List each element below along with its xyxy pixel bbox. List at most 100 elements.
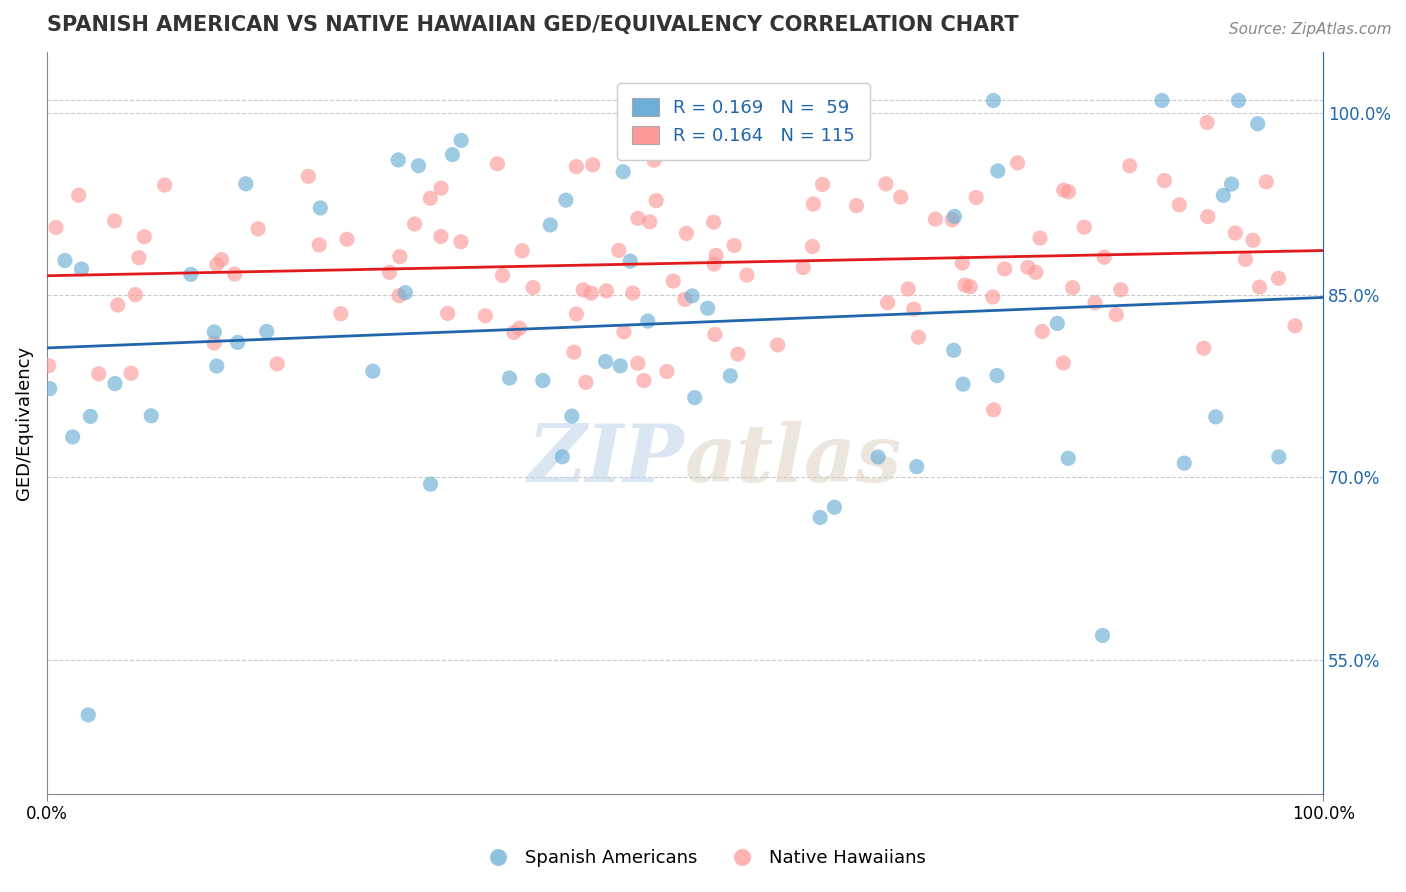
Point: [53, 253, 76, 268]
Point: [38, 359, 60, 373]
Point: [613, 325, 636, 339]
Point: [875, 177, 897, 191]
Point: [987, 164, 1010, 178]
Point: [419, 191, 441, 205]
Point: [824, 500, 846, 515]
Point: [1053, 183, 1076, 197]
Point: [436, 306, 458, 320]
Point: [1205, 409, 1227, 424]
Point: [1247, 117, 1270, 131]
Point: [965, 190, 987, 204]
Point: [450, 133, 472, 147]
Point: [522, 280, 544, 294]
Point: [562, 345, 585, 359]
Point: [266, 357, 288, 371]
Point: [983, 94, 1005, 108]
Point: [378, 265, 401, 279]
Point: [595, 354, 617, 368]
Point: [224, 267, 246, 281]
Point: [673, 293, 696, 307]
Point: [675, 227, 697, 241]
Point: [79, 409, 101, 424]
Point: [981, 290, 1004, 304]
Point: [662, 274, 685, 288]
Point: [554, 193, 576, 207]
Point: [582, 158, 605, 172]
Point: [1197, 115, 1219, 129]
Point: [297, 169, 319, 184]
Point: [907, 330, 929, 344]
Point: [538, 218, 561, 232]
Point: [953, 278, 976, 293]
Point: [387, 153, 409, 167]
Point: [655, 364, 678, 378]
Point: [336, 232, 359, 246]
Point: [612, 165, 634, 179]
Point: [1241, 233, 1264, 247]
Point: [67, 188, 90, 202]
Point: [633, 374, 655, 388]
Point: [1284, 318, 1306, 333]
Point: [643, 153, 665, 168]
Point: [1268, 450, 1291, 464]
Text: atlas: atlas: [685, 421, 903, 499]
Point: [1105, 308, 1128, 322]
Point: [905, 459, 928, 474]
Point: [430, 229, 453, 244]
Point: [180, 268, 202, 282]
Point: [727, 347, 749, 361]
Point: [87, 367, 110, 381]
Point: [903, 302, 925, 317]
Point: [704, 248, 727, 262]
Point: [1256, 175, 1278, 189]
Point: [994, 261, 1017, 276]
Point: [45, 220, 67, 235]
Point: [474, 309, 496, 323]
Point: [565, 160, 588, 174]
Point: [718, 368, 741, 383]
Point: [502, 326, 524, 340]
Point: [1062, 281, 1084, 295]
Point: [801, 239, 824, 253]
Point: [792, 260, 814, 275]
Point: [1029, 231, 1052, 245]
Point: [394, 285, 416, 300]
Point: [388, 289, 411, 303]
Point: [430, 181, 453, 195]
Point: [408, 159, 430, 173]
Point: [876, 295, 898, 310]
Point: [450, 235, 472, 249]
Point: [1249, 280, 1271, 294]
Point: [441, 147, 464, 161]
Point: [890, 190, 912, 204]
Point: [623, 107, 645, 121]
Point: [1109, 283, 1132, 297]
Point: [766, 338, 789, 352]
Point: [107, 298, 129, 312]
Point: [1192, 341, 1215, 355]
Legend: R = 0.169   N =  59, R = 0.164   N = 115: R = 0.169 N = 59, R = 0.164 N = 115: [617, 83, 870, 160]
Point: [1057, 451, 1080, 466]
Point: [897, 282, 920, 296]
Point: [942, 343, 965, 358]
Point: [1150, 94, 1173, 108]
Point: [1017, 260, 1039, 275]
Point: [153, 178, 176, 192]
Point: [1092, 250, 1115, 264]
Point: [388, 250, 411, 264]
Point: [1118, 159, 1140, 173]
Point: [683, 391, 706, 405]
Point: [104, 214, 127, 228]
Point: [943, 210, 966, 224]
Text: SPANISH AMERICAN VS NATIVE HAWAIIAN GED/EQUIVALENCY CORRELATION CHART: SPANISH AMERICAN VS NATIVE HAWAIIAN GED/…: [46, 15, 1018, 35]
Point: [1073, 220, 1095, 235]
Point: [786, 127, 808, 141]
Point: [941, 212, 963, 227]
Point: [696, 301, 718, 316]
Point: [609, 359, 631, 373]
Point: [62, 430, 84, 444]
Point: [361, 364, 384, 378]
Point: [498, 371, 520, 385]
Point: [38, 382, 60, 396]
Point: [595, 284, 617, 298]
